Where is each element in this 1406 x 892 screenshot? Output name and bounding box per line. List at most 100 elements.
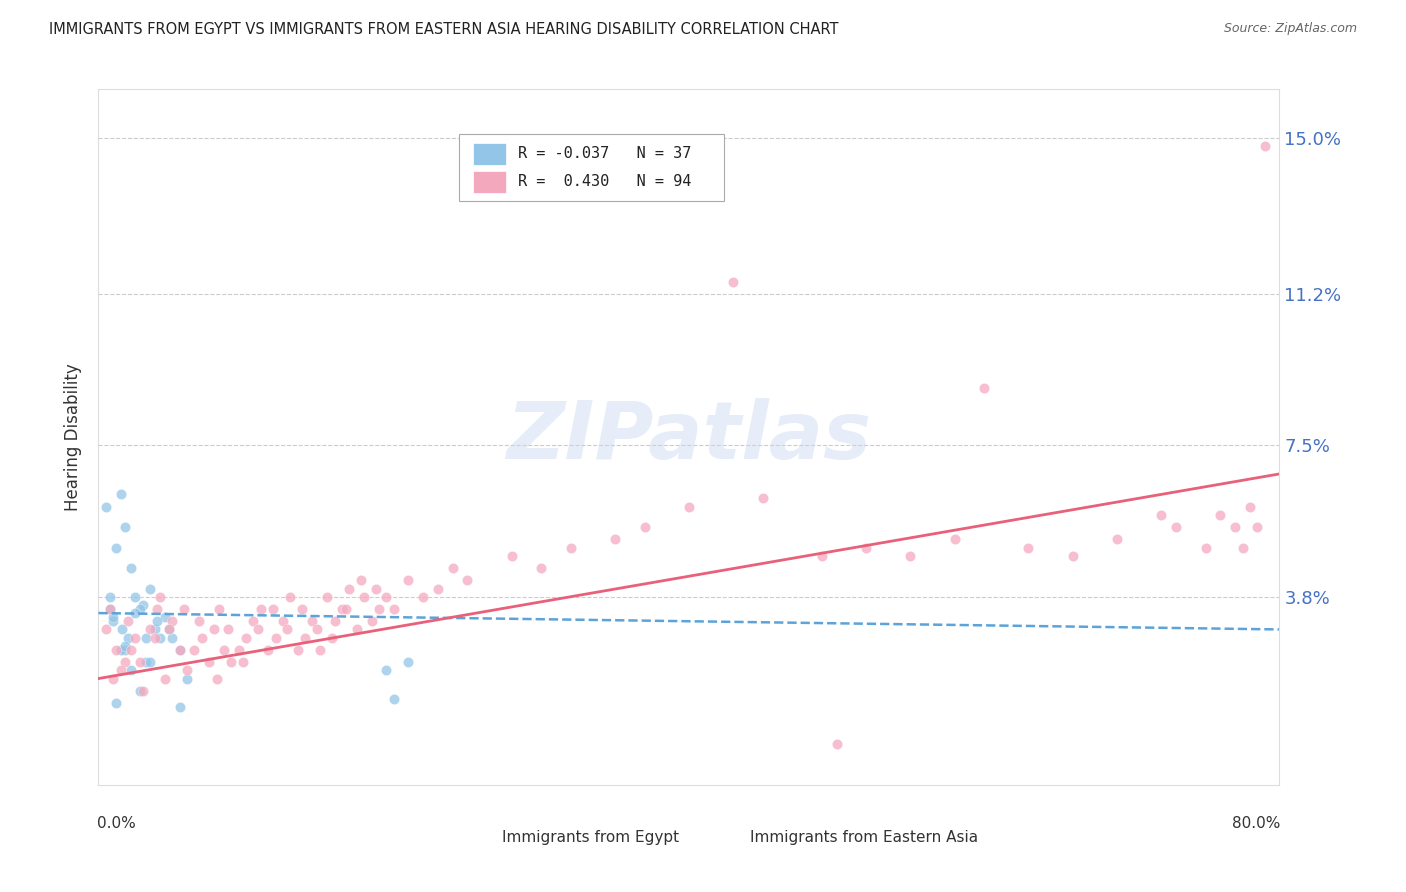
Point	[427, 582, 450, 596]
Point	[169, 643, 191, 657]
Point	[117, 614, 139, 628]
Point	[825, 737, 848, 751]
Point	[530, 561, 553, 575]
Point	[457, 574, 479, 588]
Point	[678, 500, 700, 514]
Point	[114, 643, 136, 657]
Point	[169, 643, 191, 657]
Point	[305, 623, 328, 637]
Point	[212, 643, 235, 657]
Point	[132, 683, 155, 698]
Point	[94, 623, 117, 637]
Point	[900, 549, 922, 563]
Point	[120, 664, 142, 678]
Point	[330, 602, 353, 616]
Point	[316, 590, 339, 604]
Text: 80.0%: 80.0%	[1232, 816, 1281, 831]
Point	[162, 614, 183, 628]
Point	[323, 614, 346, 628]
Point	[135, 631, 157, 645]
Point	[98, 590, 121, 604]
Point	[321, 631, 343, 645]
Point	[103, 672, 125, 686]
Point	[280, 590, 302, 604]
Point	[105, 696, 128, 710]
Point	[398, 574, 420, 588]
Text: ZIPatlas: ZIPatlas	[506, 398, 872, 476]
Point	[221, 655, 243, 669]
Point	[364, 582, 387, 596]
Point	[232, 655, 254, 669]
Point	[117, 631, 139, 645]
Text: Immigrants from Eastern Asia: Immigrants from Eastern Asia	[751, 830, 979, 845]
Point	[114, 639, 136, 653]
Point	[143, 623, 166, 637]
Text: IMMIGRANTS FROM EGYPT VS IMMIGRANTS FROM EASTERN ASIA HEARING DISABILITY CORRELA: IMMIGRANTS FROM EGYPT VS IMMIGRANTS FROM…	[49, 22, 839, 37]
Point	[301, 614, 323, 628]
Point	[110, 664, 132, 678]
Text: 0.0%: 0.0%	[97, 816, 136, 831]
Point	[202, 623, 225, 637]
Point	[235, 631, 257, 645]
Point	[153, 672, 176, 686]
Point	[162, 631, 183, 645]
Point	[105, 643, 128, 657]
Point	[1107, 533, 1129, 547]
Point	[114, 655, 136, 669]
Point	[287, 643, 309, 657]
Point	[146, 602, 169, 616]
Point	[205, 672, 228, 686]
Point	[1246, 520, 1268, 534]
Point	[139, 655, 162, 669]
Point	[139, 623, 162, 637]
Point	[353, 590, 375, 604]
Point	[176, 672, 198, 686]
Text: Source: ZipAtlas.com: Source: ZipAtlas.com	[1223, 22, 1357, 36]
Point	[105, 541, 128, 555]
Point	[339, 582, 361, 596]
FancyBboxPatch shape	[472, 143, 506, 165]
Point	[169, 700, 191, 714]
Point	[128, 655, 150, 669]
Point	[114, 520, 136, 534]
FancyBboxPatch shape	[464, 827, 494, 847]
Point	[291, 602, 314, 616]
Point	[120, 561, 142, 575]
Point	[276, 623, 298, 637]
Point	[723, 275, 745, 289]
FancyBboxPatch shape	[472, 170, 506, 193]
Point	[294, 631, 316, 645]
Point	[128, 602, 150, 616]
Point	[111, 623, 134, 637]
Point	[157, 623, 180, 637]
Point	[350, 574, 373, 588]
Point	[398, 655, 420, 669]
Point	[257, 643, 280, 657]
Point	[124, 590, 146, 604]
Point	[173, 602, 195, 616]
Point	[120, 643, 142, 657]
Point	[124, 631, 146, 645]
Point	[98, 602, 121, 616]
FancyBboxPatch shape	[713, 827, 742, 847]
Point	[124, 606, 146, 620]
Point	[135, 655, 157, 669]
Point	[375, 590, 398, 604]
Point	[855, 541, 877, 555]
Text: R =  0.430   N = 94: R = 0.430 N = 94	[517, 174, 692, 189]
Point	[1225, 520, 1247, 534]
Point	[1166, 520, 1188, 534]
Text: R = -0.037   N = 37: R = -0.037 N = 37	[517, 146, 692, 161]
Point	[103, 610, 125, 624]
Point	[1239, 500, 1261, 514]
Point	[412, 590, 434, 604]
Text: Immigrants from Egypt: Immigrants from Egypt	[502, 830, 679, 845]
Point	[217, 623, 239, 637]
Point	[228, 643, 250, 657]
Point	[360, 614, 382, 628]
Y-axis label: Hearing Disability: Hearing Disability	[65, 363, 83, 511]
FancyBboxPatch shape	[458, 135, 724, 201]
Point	[1018, 541, 1040, 555]
Point	[176, 664, 198, 678]
Point	[94, 500, 117, 514]
